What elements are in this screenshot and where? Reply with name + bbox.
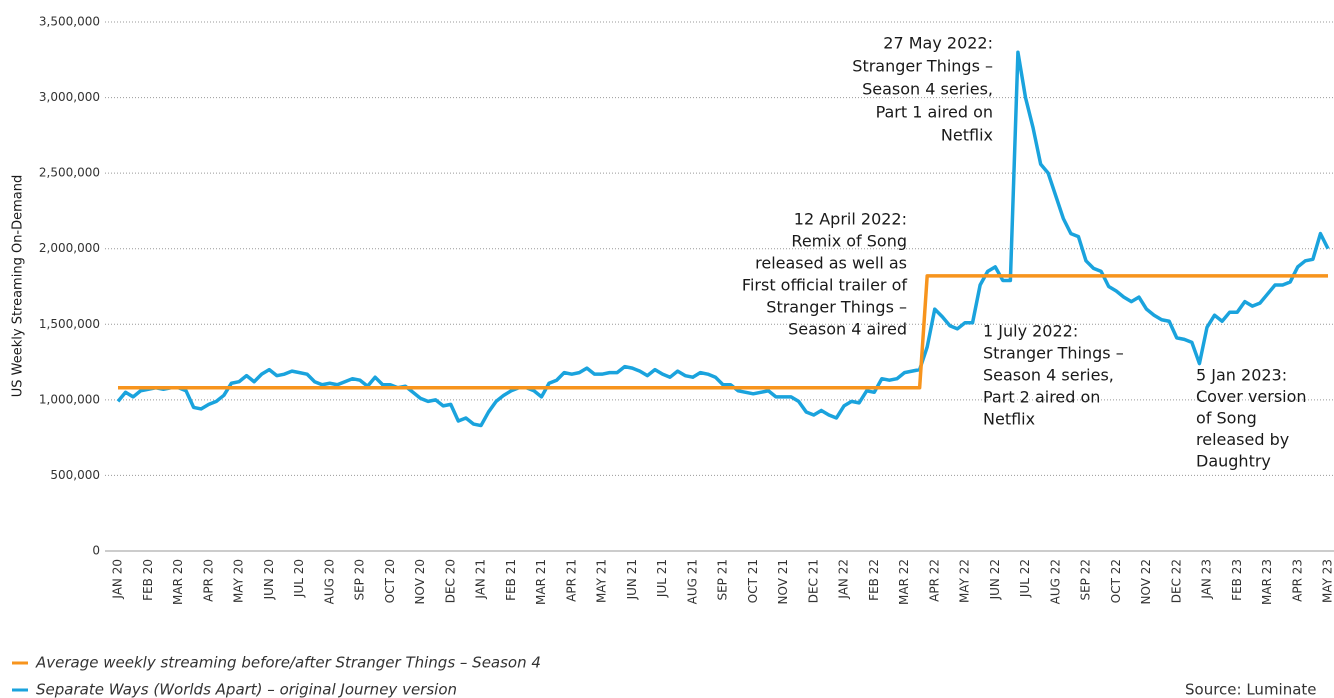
x-tick-label: OCT 20 bbox=[383, 559, 397, 603]
annotation: 5 Jan 2023: bbox=[1196, 366, 1287, 385]
annotation: Part 1 aired on bbox=[876, 103, 993, 122]
x-tick-label: APR 20 bbox=[201, 559, 215, 602]
y-tick-label: 1,000,000 bbox=[39, 392, 100, 406]
annotation: 12 April 2022: bbox=[794, 210, 907, 229]
annotation: Season 4 series, bbox=[862, 80, 993, 99]
annotation: First official trailer of bbox=[742, 276, 907, 295]
x-tick-label: SEP 20 bbox=[353, 559, 367, 601]
y-tick-label: 500,000 bbox=[50, 468, 100, 482]
x-tick-label: FEB 21 bbox=[504, 559, 518, 601]
annotation: 27 May 2022: bbox=[883, 34, 993, 53]
annotation: of Song bbox=[1196, 409, 1257, 428]
y-tick-label: 3,000,000 bbox=[39, 90, 100, 104]
annotation: 1 July 2022: bbox=[983, 322, 1078, 341]
annotation: Stranger Things – bbox=[766, 298, 907, 317]
x-tick-label: SEP 22 bbox=[1079, 559, 1093, 601]
x-tick-label: AUG 21 bbox=[685, 559, 699, 604]
x-tick-label: JUN 21 bbox=[625, 559, 639, 600]
annotation: released by bbox=[1196, 430, 1289, 449]
x-tick-label: JUN 22 bbox=[988, 559, 1002, 600]
annotation: Part 2 aired on bbox=[983, 388, 1100, 407]
x-tick-label: JUN 20 bbox=[262, 559, 276, 600]
x-tick-label: JAN 21 bbox=[474, 559, 488, 600]
y-tick-label: 2,500,000 bbox=[39, 166, 100, 180]
x-tick-label: JUL 20 bbox=[292, 559, 306, 598]
x-tick-label: NOV 22 bbox=[1139, 559, 1153, 605]
y-axis-label: US Weekly Streaming On-Demand bbox=[11, 175, 26, 398]
annotation: Stranger Things – bbox=[852, 57, 993, 76]
series-line bbox=[118, 274, 1328, 390]
annotation: Daughtry bbox=[1196, 452, 1271, 471]
y-tick-label: 3,500,000 bbox=[39, 15, 100, 29]
source: Source: Luminate bbox=[1185, 681, 1317, 698]
x-tick-label: DEC 20 bbox=[443, 559, 457, 603]
x-tick-label: DEC 21 bbox=[806, 559, 820, 603]
annotation: Season 4 aired bbox=[788, 320, 907, 339]
x-tick-label: MAR 23 bbox=[1260, 559, 1274, 605]
x-tick-label: SEP 21 bbox=[716, 559, 730, 601]
annotation: Season 4 series, bbox=[983, 366, 1114, 385]
x-tick-label: NOV 20 bbox=[413, 559, 427, 605]
x-tick-label: OCT 22 bbox=[1109, 559, 1123, 603]
legend-label: Average weekly streaming before/after St… bbox=[35, 654, 541, 672]
y-tick-label: 2,000,000 bbox=[39, 241, 100, 255]
y-tick-label: 0 bbox=[92, 544, 100, 558]
x-tick-label: OCT 21 bbox=[746, 559, 760, 603]
x-tick-label: JAN 22 bbox=[837, 559, 851, 600]
x-tick-label: AUG 22 bbox=[1048, 559, 1062, 604]
annotation: released as well as bbox=[755, 254, 907, 273]
x-tick-label: JUL 22 bbox=[1018, 559, 1032, 598]
x-tick-label: DEC 22 bbox=[1169, 559, 1183, 603]
x-tick-label: AUG 20 bbox=[322, 559, 336, 604]
annotation: Netflix bbox=[941, 126, 993, 145]
x-tick-label: MAR 22 bbox=[897, 559, 911, 605]
x-tick-label: FEB 20 bbox=[141, 559, 155, 601]
legend-label: Separate Ways (Worlds Apart) – original … bbox=[36, 681, 457, 698]
x-tick-label: FEB 23 bbox=[1230, 559, 1244, 601]
annotation: Netflix bbox=[983, 410, 1035, 429]
x-tick-label: APR 22 bbox=[927, 559, 941, 602]
x-tick-label: JUL 21 bbox=[655, 559, 669, 598]
y-tick-label: 1,500,000 bbox=[39, 317, 100, 331]
x-tick-label: MAY 22 bbox=[958, 559, 972, 603]
series-line bbox=[116, 50, 1330, 428]
annotation: Cover version bbox=[1196, 387, 1307, 406]
x-tick-label: JAN 23 bbox=[1200, 559, 1214, 600]
x-tick-label: MAR 20 bbox=[171, 559, 185, 605]
x-tick-label: MAY 21 bbox=[595, 559, 609, 603]
x-tick-label: MAR 21 bbox=[534, 559, 548, 605]
x-tick-label: NOV 21 bbox=[776, 559, 790, 605]
x-tick-label: APR 23 bbox=[1290, 559, 1304, 602]
x-tick-label: MAY 23 bbox=[1321, 559, 1334, 603]
annotation: Stranger Things – bbox=[983, 344, 1124, 363]
x-tick-label: APR 21 bbox=[564, 559, 578, 602]
x-tick-label: FEB 22 bbox=[867, 559, 881, 601]
x-tick-label: JAN 20 bbox=[111, 559, 125, 600]
x-tick-label: MAY 20 bbox=[232, 559, 246, 603]
annotation: Remix of Song bbox=[791, 232, 907, 251]
